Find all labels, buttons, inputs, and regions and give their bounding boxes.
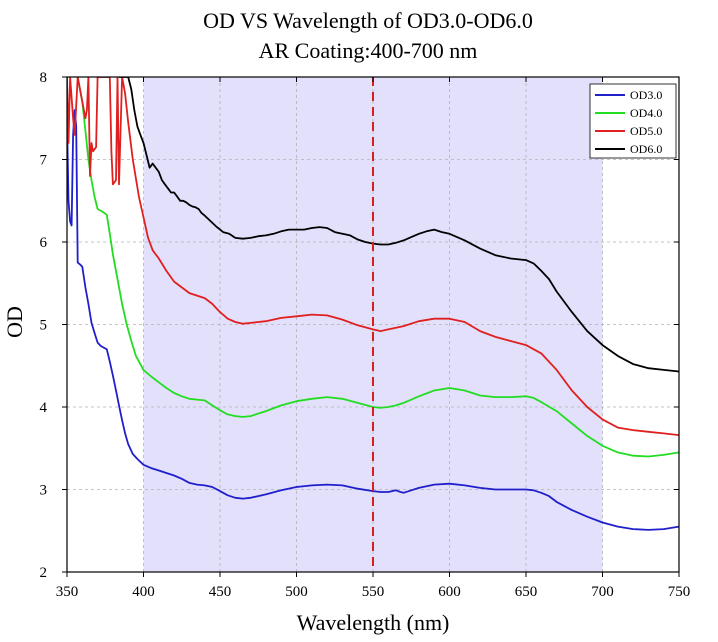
x-tick-label: 600	[438, 584, 461, 600]
chart-subtitle: AR Coating:400-700 nm	[259, 38, 478, 63]
y-axis-label: OD	[2, 306, 27, 338]
y-tick-label: 4	[40, 400, 48, 416]
y-tick-label: 5	[40, 318, 48, 334]
x-tick-label: 450	[209, 584, 232, 600]
legend-label: OD5.0	[630, 124, 662, 138]
y-tick-label: 7	[40, 153, 48, 169]
x-tick-label: 750	[668, 584, 691, 600]
legend-box	[589, 83, 677, 159]
legend: OD3.0 OD4.0 OD5.0 OD6.0	[589, 83, 677, 159]
x-tick-label: 550	[362, 584, 385, 600]
x-tick-label: 400	[132, 584, 155, 600]
x-tick-label: 700	[591, 584, 614, 600]
series-group	[67, 77, 679, 531]
legend-label: OD4.0	[630, 106, 662, 120]
legend-label: OD6.0	[630, 142, 662, 156]
legend-label: OD3.0	[630, 88, 662, 102]
series-line-OD6.0	[119, 77, 679, 373]
y-tick-label: 2	[40, 565, 48, 581]
x-tick-label: 350	[56, 584, 79, 600]
y-tick-label: 6	[40, 235, 48, 251]
x-tick-label: 500	[285, 584, 308, 600]
series-line-OD3.0	[67, 109, 679, 531]
series-line-OD5.0	[67, 77, 679, 436]
y-tick-label: 8	[40, 70, 48, 86]
x-axis-label: Wavelength (nm)	[297, 610, 450, 635]
x-tick-label: 650	[515, 584, 538, 600]
y-tick-label: 3	[40, 483, 48, 499]
series-line-OD4.0	[76, 77, 679, 458]
plot-area: 350 400 450 500 550 600 650 700 7502345678OD3.0O…	[40, 70, 691, 600]
chart-title: OD VS Wavelength of OD3.0-OD6.0	[203, 8, 533, 33]
